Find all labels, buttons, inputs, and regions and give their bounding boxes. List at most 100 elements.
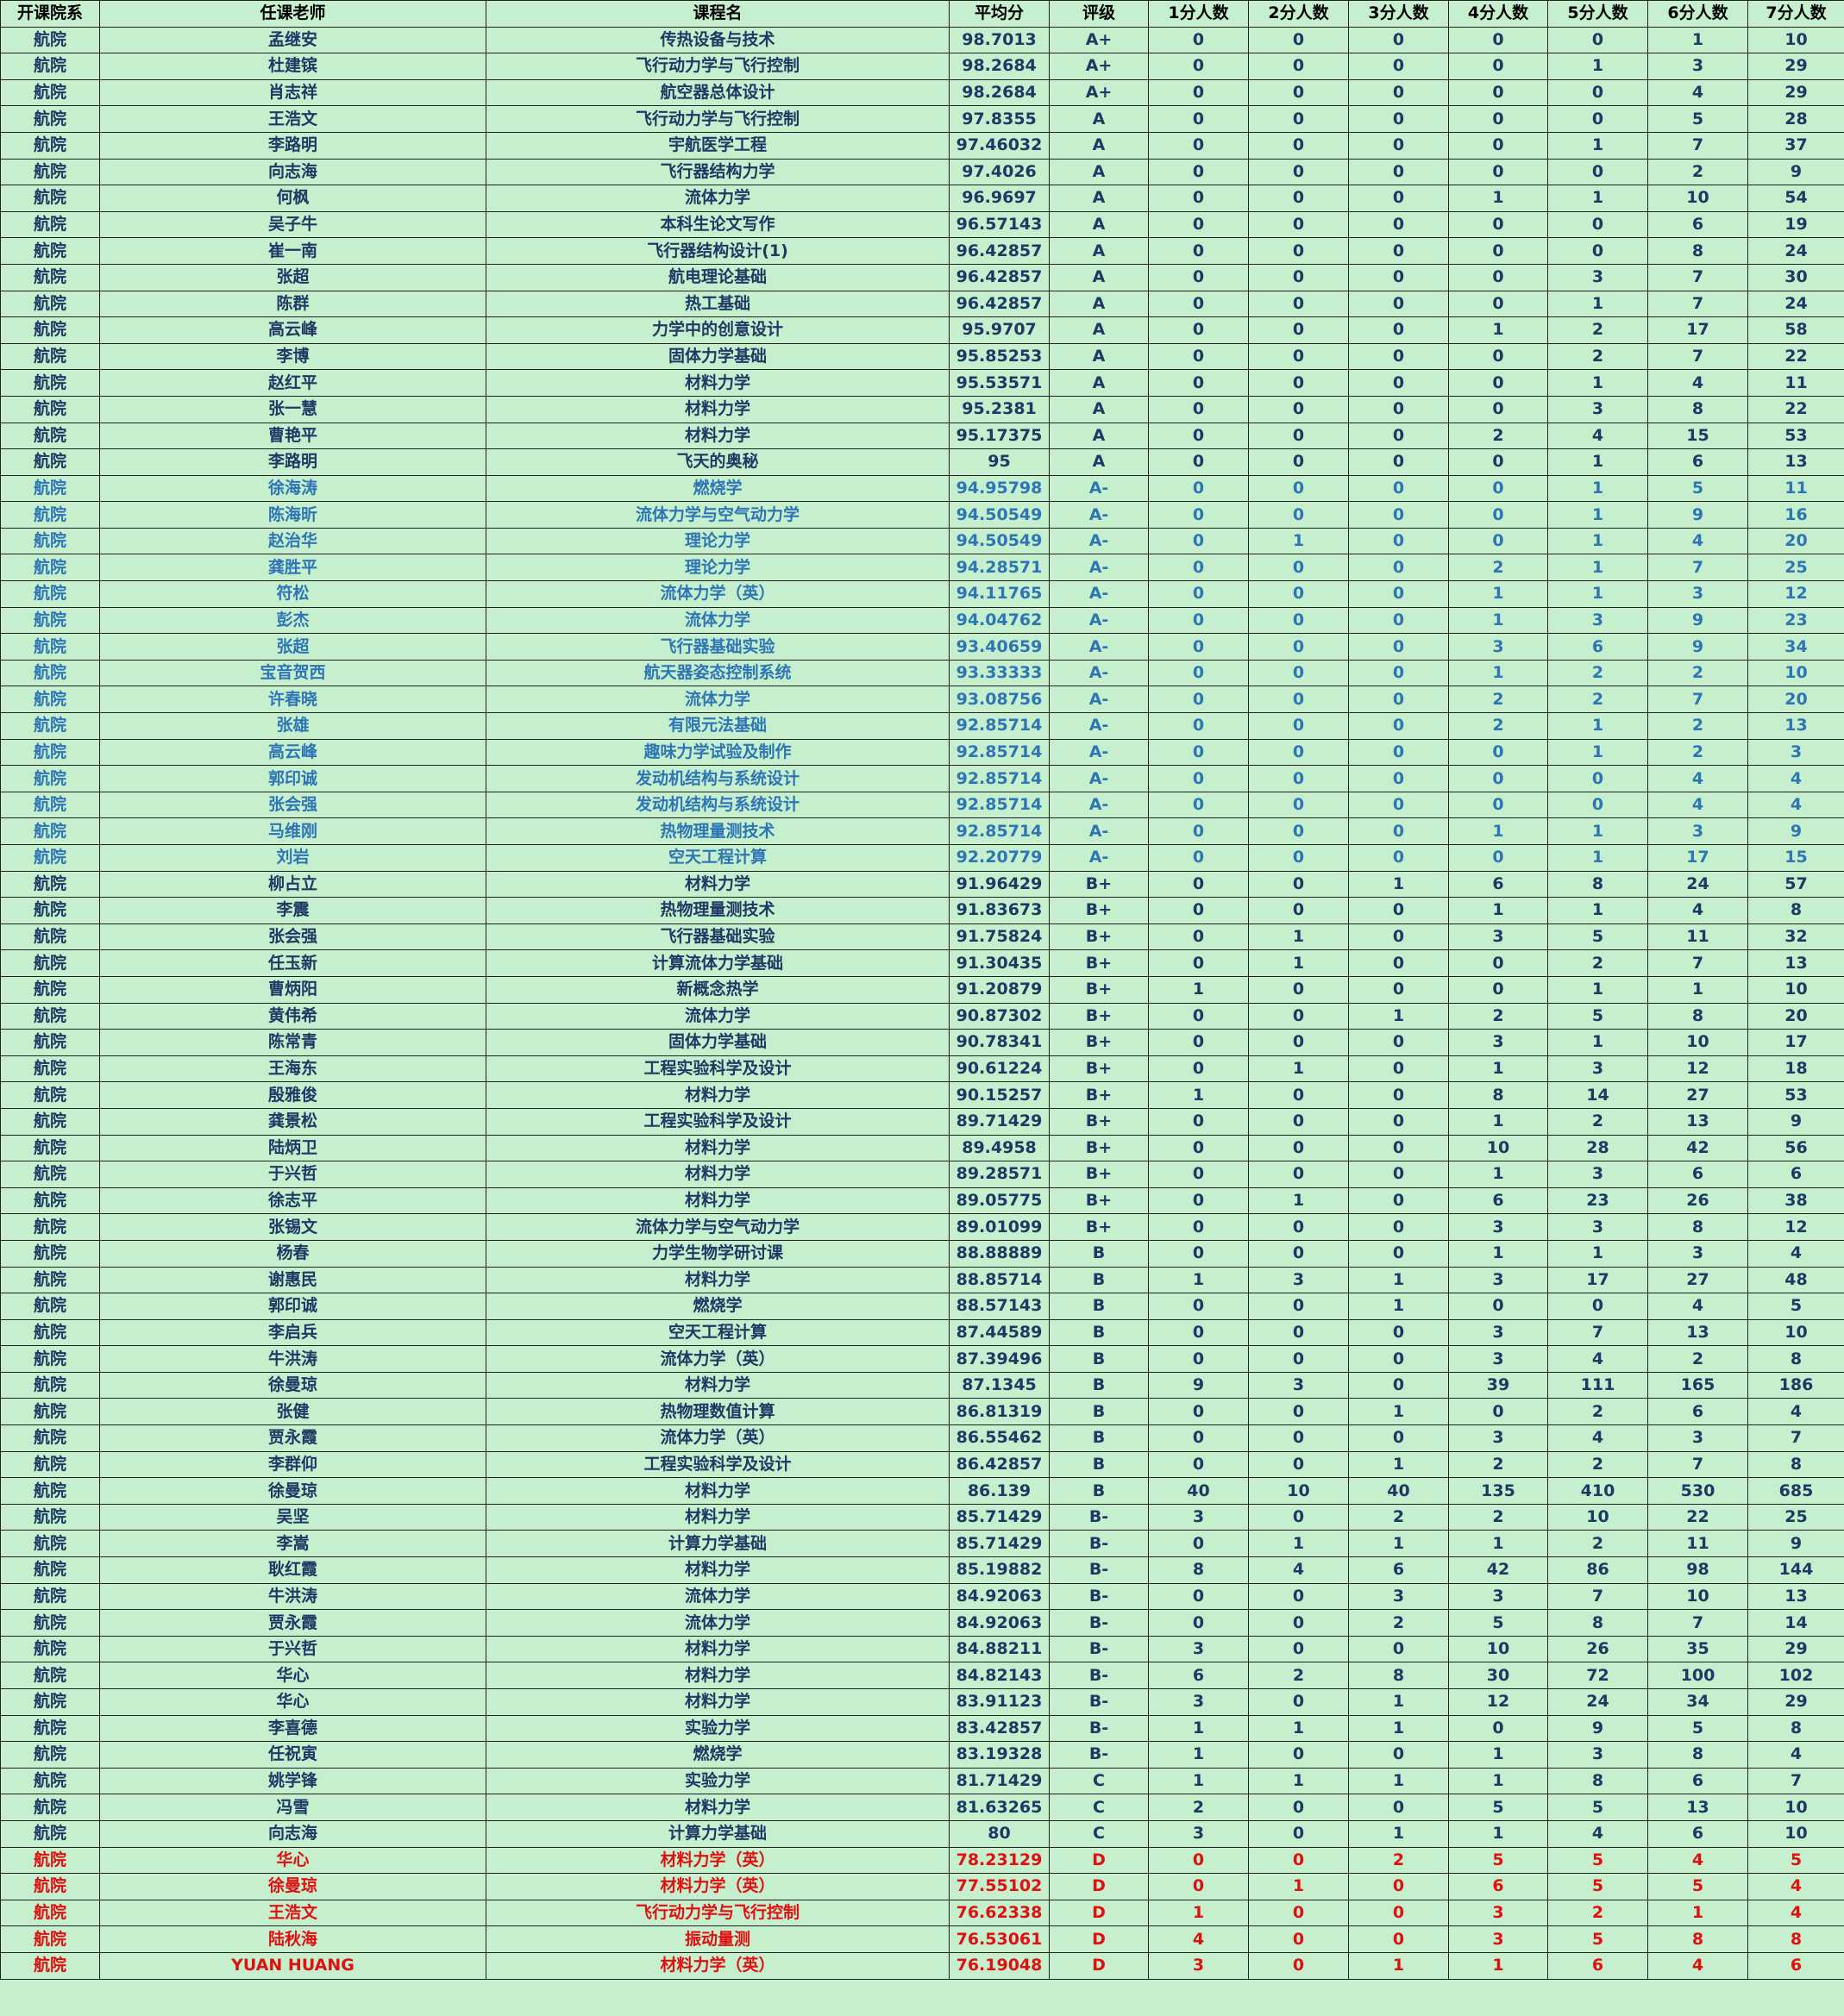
cell-count-6: 17 [1647, 316, 1748, 344]
cell-count-3: 1 [1348, 1767, 1449, 1795]
cell-course: 材料力学 [486, 422, 950, 450]
cell-count-7: 5 [1747, 1293, 1844, 1320]
cell-count-2: 10 [1248, 1477, 1349, 1505]
cell-count-7: 102 [1747, 1662, 1844, 1689]
table-row: 航院 陈群 热工基础 96.42857 A 0 0 0 0 1 7 24 [0, 290, 1844, 318]
cell-teacher: 李震 [99, 897, 486, 924]
cell-course: 力学中的创意设计 [486, 316, 950, 344]
cell-count-6: 13 [1647, 1794, 1748, 1821]
cell-grade: A [1049, 422, 1149, 450]
cell-course: 本科生论文写作 [486, 210, 950, 239]
cell-course: 空天工程计算 [486, 1318, 950, 1347]
table-row: 航院 宝音贺西 航天器姿态控制系统 93.33333 A- 0 0 0 1 2 2 10 [0, 659, 1844, 687]
cell-course: 材料力学 [486, 369, 950, 397]
cell-average: 85.19882 [949, 1556, 1050, 1584]
table-row: 航院 符松 流体力学（英） 94.11765 A- 0 0 0 1 1 3 12 [0, 580, 1844, 608]
cell-count-3: 1 [1348, 870, 1449, 898]
cell-course: 航天器姿态控制系统 [486, 659, 950, 687]
cell-course: 飞行器基础实验 [486, 633, 950, 661]
table-row: 航院 王海东 工程实验科学及设计 90.61224 B+ 0 1 0 1 3 12 18 [0, 1055, 1844, 1083]
cell-count-2: 3 [1248, 1371, 1349, 1399]
cell-dept: 航院 [0, 1318, 100, 1347]
cell-count-1: 0 [1148, 501, 1249, 529]
cell-count-1: 0 [1148, 1055, 1249, 1083]
cell-teacher: 徐曼琼 [99, 1873, 486, 1900]
cell-count-7: 32 [1747, 923, 1844, 951]
cell-teacher: 王浩文 [99, 105, 486, 133]
cell-grade: A- [1049, 738, 1149, 767]
cell-count-6: 8 [1647, 237, 1748, 265]
cell-count-3: 1 [1348, 1002, 1449, 1030]
cell-count-1: 0 [1148, 923, 1249, 951]
cell-average: 89.71429 [949, 1107, 1050, 1136]
cell-count-2: 0 [1248, 817, 1349, 845]
cell-average: 92.85714 [949, 712, 1050, 740]
cell-average: 96.9697 [949, 185, 1050, 212]
cell-count-1: 4 [1148, 1925, 1249, 1953]
header-count-3: 3分人数 [1348, 0, 1449, 28]
cell-count-2: 0 [1248, 316, 1349, 344]
cell-count-1: 0 [1148, 105, 1249, 133]
cell-count-1: 0 [1148, 897, 1249, 924]
cell-average: 88.85714 [949, 1266, 1050, 1294]
cell-count-4: 0 [1448, 949, 1548, 977]
cell-count-5: 5 [1547, 1925, 1648, 1953]
cell-course: 飞行器基础实验 [486, 923, 950, 951]
cell-teacher: 张健 [99, 1398, 486, 1426]
cell-count-7: 56 [1747, 1134, 1844, 1162]
cell-dept: 航院 [0, 158, 100, 186]
cell-count-6: 6 [1647, 1767, 1748, 1795]
cell-count-3: 2 [1348, 1846, 1449, 1875]
cell-count-6: 22 [1647, 1503, 1748, 1531]
cell-count-4: 0 [1448, 395, 1548, 423]
cell-count-4: 12 [1448, 1688, 1548, 1716]
cell-count-6: 2 [1647, 712, 1748, 740]
cell-count-4: 0 [1448, 53, 1548, 80]
cell-grade: A [1049, 158, 1149, 186]
cell-count-6: 7 [1647, 342, 1748, 371]
table-row: 航院 马维刚 热物理量测技术 92.85714 A- 0 0 0 1 1 3 9 [0, 817, 1844, 845]
cell-count-2: 0 [1248, 897, 1349, 924]
cell-count-2: 2 [1248, 1662, 1349, 1689]
cell-count-3: 0 [1348, 1081, 1449, 1109]
cell-dept: 航院 [0, 686, 100, 714]
header-grade: 评级 [1049, 0, 1149, 28]
cell-count-3: 0 [1348, 554, 1449, 582]
cell-count-2: 1 [1248, 923, 1349, 951]
cell-count-5: 1 [1547, 501, 1648, 529]
cell-teacher: 向志海 [99, 158, 486, 186]
cell-count-1: 40 [1148, 1477, 1249, 1505]
cell-count-2: 0 [1248, 448, 1349, 476]
cell-count-5: 86 [1547, 1556, 1648, 1584]
cell-count-3: 0 [1348, 501, 1449, 529]
cell-teacher: 马维刚 [99, 817, 486, 845]
cell-count-7: 29 [1747, 1688, 1844, 1716]
cell-count-3: 0 [1348, 1318, 1449, 1347]
cell-count-6: 165 [1647, 1371, 1748, 1399]
cell-count-5: 9 [1547, 1714, 1648, 1743]
cell-count-7: 23 [1747, 606, 1844, 635]
cell-count-7: 29 [1747, 53, 1844, 80]
cell-count-2: 0 [1248, 1899, 1349, 1927]
table-row: 航院 肖志祥 航空器总体设计 98.2684 A+ 0 0 0 0 0 4 29 [0, 78, 1844, 107]
cell-count-4: 0 [1448, 78, 1548, 107]
cell-count-4: 3 [1448, 1925, 1548, 1953]
cell-teacher: 吴子牛 [99, 210, 486, 239]
cell-count-3: 6 [1348, 1556, 1449, 1584]
cell-average: 95 [949, 448, 1050, 476]
cell-dept: 航院 [0, 1662, 100, 1689]
cell-count-3: 0 [1348, 53, 1449, 80]
cell-teacher: 任玉新 [99, 949, 486, 977]
cell-count-2: 0 [1248, 1635, 1349, 1663]
table-row: 航院 张超 飞行器基础实验 93.40659 A- 0 0 0 3 6 9 34 [0, 633, 1844, 661]
cell-count-4: 1 [1448, 1767, 1548, 1795]
cell-count-5: 0 [1547, 158, 1648, 186]
cell-count-5: 1 [1547, 1029, 1648, 1056]
cell-teacher: 崔一南 [99, 237, 486, 265]
header-average: 平均分 [949, 0, 1050, 28]
cell-count-7: 4 [1747, 1899, 1844, 1927]
cell-count-6: 7 [1647, 263, 1748, 291]
cell-count-6: 4 [1647, 1846, 1748, 1875]
cell-grade: B+ [1049, 897, 1149, 924]
cell-teacher: 贾永霞 [99, 1424, 486, 1452]
